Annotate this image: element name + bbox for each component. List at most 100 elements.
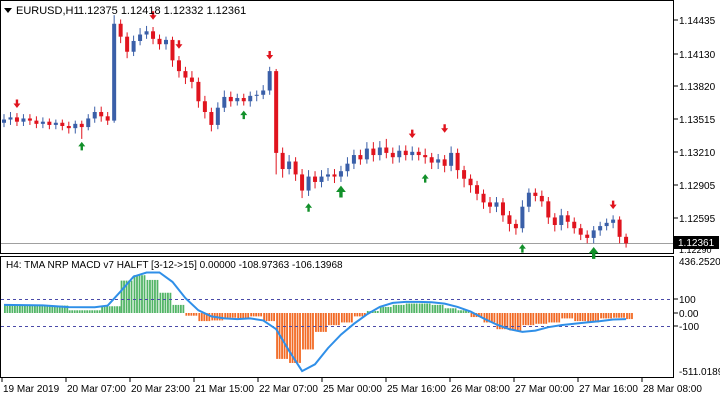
histogram-bar (252, 313, 255, 317)
histogram-bar (205, 313, 208, 322)
sell-arrow-icon (13, 99, 21, 108)
candle-body (488, 202, 492, 207)
histogram-bar (118, 306, 121, 313)
histogram-bar (68, 310, 71, 313)
histogram-bar (151, 279, 154, 313)
time-label: 19 Mar 2019 (3, 384, 60, 395)
candle-body (267, 71, 272, 91)
candle-body (533, 192, 538, 196)
collapse-triangle-icon[interactable] (4, 8, 12, 13)
histogram-bar (120, 280, 123, 313)
histogram-bar (623, 313, 625, 318)
current-price-text: 1.12361 (678, 238, 715, 249)
histogram-bar (434, 304, 436, 313)
candle-body (112, 23, 117, 121)
histogram-bar (198, 313, 201, 322)
histogram-bar (108, 306, 111, 313)
candle-body (598, 226, 603, 231)
candle-body (92, 112, 97, 119)
candle-body (507, 215, 512, 224)
histogram-bar (182, 304, 185, 313)
candle-body (151, 31, 156, 39)
histogram-bar (125, 280, 128, 313)
price-axis[interactable]: 1.14435 1.14130 1.13820 1.13515 1.13210 … (674, 16, 719, 255)
histogram-bar (418, 303, 421, 313)
histogram-bar (584, 313, 587, 322)
price-label: 1.14130 (679, 50, 716, 61)
histogram-bar (304, 313, 307, 350)
candle-body (494, 202, 499, 207)
histogram-bar (56, 305, 59, 313)
candle-body (397, 150, 402, 158)
histogram-bar (345, 313, 348, 323)
time-label: 22 Mar 07:00 (259, 384, 318, 395)
signal-arrows-layer (13, 11, 617, 259)
candle-body (624, 236, 629, 244)
histogram-bar (436, 304, 439, 313)
candle-body (196, 81, 201, 102)
indicator-level-label: -100 (679, 322, 699, 333)
histogram-bar (426, 303, 429, 313)
histogram-bar (486, 313, 488, 323)
histogram-bar (46, 305, 49, 313)
candle-body (449, 152, 454, 166)
candle-body (248, 95, 253, 102)
histogram-bar (78, 310, 81, 313)
time-label: 25 Mar 16:00 (387, 384, 446, 395)
current-price-tag (674, 236, 719, 249)
candle-body (138, 34, 143, 41)
histogram-bar (296, 313, 299, 363)
histogram-bar (36, 305, 39, 313)
histogram-bar (483, 313, 486, 323)
histogram-bar (200, 313, 203, 322)
histogram-bar (491, 313, 493, 323)
candle-body (578, 228, 583, 235)
histogram-bar (338, 313, 340, 326)
candle-body (377, 147, 382, 156)
histogram-bar (607, 313, 610, 319)
buy-arrow-icon (588, 246, 599, 259)
histogram-bar (610, 313, 612, 319)
candle-body (358, 155, 363, 160)
indicator-scale[interactable]: 436.25203 100 0.00 -100 -511.01891 (674, 257, 720, 378)
histogram-bar (263, 313, 265, 322)
histogram-bar (613, 313, 615, 318)
histogram-bar (154, 279, 156, 313)
histogram-bar (470, 313, 473, 318)
histogram-bar (192, 313, 195, 316)
candle-body (261, 90, 266, 95)
candle-body (526, 192, 531, 207)
histogram-bar (353, 313, 356, 317)
time-axis[interactable]: 19 Mar 2019 20 Mar 07:00 20 Mar 23:00 21… (1, 378, 702, 395)
candle-body (462, 170, 467, 179)
price-label: 1.12595 (679, 214, 716, 225)
histogram-bar (568, 313, 571, 319)
candle-body (189, 77, 194, 82)
histogram-bar (397, 304, 400, 313)
histogram-bar (190, 313, 193, 316)
histogram-bar (231, 313, 234, 318)
histogram-bar (24, 304, 26, 313)
histogram-bar (415, 303, 418, 313)
histogram-bar (465, 310, 467, 313)
histogram-bar (179, 304, 182, 313)
histogram-bar (34, 304, 36, 313)
candle-body (345, 163, 350, 172)
histogram-bar (195, 313, 198, 316)
histogram-bar (226, 313, 229, 318)
price-label: 1.13820 (679, 82, 716, 93)
histogram-bar (128, 280, 130, 313)
histogram-bar (597, 313, 599, 323)
candle-body (293, 161, 298, 175)
candle-body (241, 98, 246, 102)
histogram-bar (260, 313, 263, 317)
histogram-bar (111, 306, 113, 313)
histogram-bar (576, 313, 579, 322)
histogram-bar (101, 306, 103, 313)
histogram-bar (535, 313, 538, 324)
candle-body (468, 178, 473, 186)
candle-body (202, 101, 207, 113)
candle-body (40, 121, 45, 124)
